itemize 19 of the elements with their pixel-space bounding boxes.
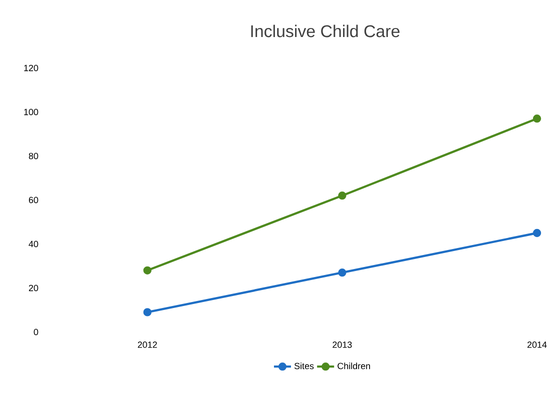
point (532, 228, 542, 238)
y-tick-label: 100 (24, 108, 38, 116)
point (338, 192, 346, 200)
legend-label: Sites (294, 362, 314, 370)
point (532, 114, 542, 123)
x-tick-label: 2014 (527, 342, 547, 348)
y-tick-label: 0 (34, 328, 38, 336)
y-tick-label: 60 (28, 196, 38, 204)
point (143, 266, 152, 274)
point (143, 308, 152, 316)
y-tick-label: 20 (28, 284, 38, 292)
x-tick-label: 2012 (138, 342, 157, 348)
x-tick-label: 2013 (332, 342, 352, 348)
legend-label: Children (338, 362, 370, 370)
y-tick-label: 40 (28, 240, 38, 248)
y-tick-label: 80 (28, 152, 38, 160)
chart-title: Inclusive Child Care (251, 24, 400, 38)
point (338, 268, 346, 277)
y-tick-label: 120 (24, 64, 38, 72)
